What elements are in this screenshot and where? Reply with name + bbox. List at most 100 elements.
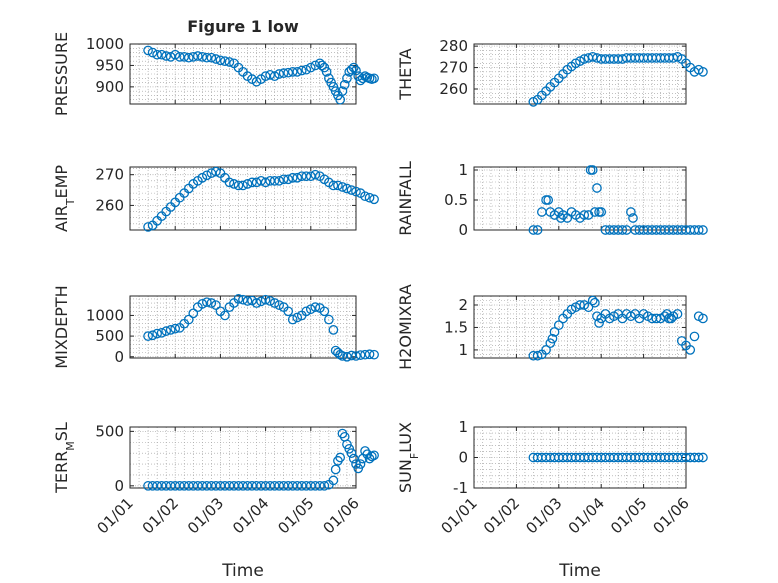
y-tick-label: -1	[453, 479, 468, 497]
data-point	[260, 294, 271, 305]
data-point	[197, 298, 208, 309]
panel-air_temp: 260 270 AIRTEMP	[52, 165, 379, 232]
data-point	[547, 333, 558, 344]
data-point	[589, 297, 600, 308]
data-point	[305, 62, 316, 73]
data-point	[283, 174, 294, 185]
data-point	[310, 60, 321, 71]
panel-sun_flux: -1 0 1 01/01 01/02 01/03 01/04 01/05 01/06 Time SU…	[396, 418, 708, 581]
data-point	[310, 302, 321, 313]
data-point	[587, 165, 598, 175]
data-point	[274, 175, 285, 186]
data-point	[532, 225, 543, 235]
data-point	[351, 351, 361, 361]
data-point	[317, 60, 327, 71]
y-axis-label: SUNFLUX	[396, 422, 421, 493]
data-point	[287, 67, 298, 77]
y-tick-label: 0	[458, 449, 468, 467]
data-point	[594, 318, 604, 328]
data-point	[596, 207, 607, 217]
data-point	[587, 295, 598, 306]
data-point	[330, 464, 341, 475]
x-tick-label: 01/04	[565, 494, 608, 537]
data-point	[269, 175, 280, 186]
data-point	[269, 298, 280, 308]
grid	[473, 44, 687, 104]
data-point	[579, 210, 590, 220]
data-point	[355, 350, 366, 360]
data-point	[265, 296, 275, 306]
data-point	[287, 314, 298, 325]
data-point	[161, 51, 172, 61]
data-point	[188, 308, 199, 319]
data-point	[170, 49, 181, 60]
data-point	[143, 331, 153, 341]
axes-frame	[129, 43, 357, 105]
data-point	[698, 313, 708, 324]
data-point	[224, 177, 235, 188]
data-point	[626, 207, 636, 217]
data-point	[305, 304, 316, 315]
data-series	[528, 165, 708, 235]
data-point	[183, 52, 194, 63]
y-tick-label: 500	[95, 422, 124, 440]
y-axis-label: TERRMSL	[52, 422, 77, 494]
data-series	[143, 166, 379, 232]
data-point	[161, 326, 172, 336]
y-tick-label: 900	[95, 78, 124, 96]
data-series	[528, 452, 708, 463]
axes-frame	[129, 426, 357, 489]
x-axis-label: Time	[558, 561, 601, 581]
data-point	[693, 225, 704, 235]
x-tick-label: 01/01	[94, 494, 137, 537]
data-point	[274, 300, 285, 310]
data-point	[215, 55, 226, 66]
data-point	[698, 452, 708, 463]
x-tick-label: 01/06	[320, 494, 363, 537]
data-point	[229, 179, 239, 189]
data-point	[543, 195, 554, 205]
panel-h2omixra: 1 1.5 2 H2OMIXRA	[396, 284, 708, 370]
data-point	[183, 314, 194, 325]
data-point	[698, 225, 708, 235]
y-tick-label: 270	[95, 166, 124, 184]
data-point	[549, 327, 560, 337]
y-tick-label: 260	[439, 80, 468, 98]
y-tick-label: 0	[458, 221, 468, 239]
data-point	[324, 314, 334, 325]
data-point	[556, 213, 566, 223]
panel-pressure: 900 950 1000 PRESSURE Figure 1 low	[52, 17, 379, 116]
data-point	[369, 349, 379, 360]
data-point	[335, 452, 346, 463]
data-point	[532, 350, 543, 361]
x-tick-label: 01/04	[229, 494, 272, 537]
data-point	[301, 64, 312, 75]
data-point	[296, 65, 307, 76]
data-point	[328, 180, 339, 191]
data-point	[147, 47, 158, 58]
data-point	[211, 300, 221, 310]
panel-rainfall: 0 0.5 1 RAINFALL	[396, 161, 708, 239]
data-point	[346, 350, 357, 361]
data-point	[628, 213, 638, 223]
data-point	[369, 194, 379, 205]
x-tick-label: 01/06	[650, 494, 693, 537]
y-axis-label: THETA	[396, 48, 415, 100]
y-tick-label: 270	[439, 59, 468, 77]
data-point	[328, 475, 339, 486]
data-point	[292, 312, 303, 323]
x-tick-label: 01/05	[607, 494, 650, 537]
data-point	[292, 67, 303, 77]
data-point	[238, 180, 248, 191]
data-point	[672, 309, 683, 319]
data-point	[201, 170, 212, 181]
data-point	[278, 68, 289, 78]
data-point	[337, 351, 348, 361]
data-point	[170, 323, 181, 334]
data-series	[528, 52, 708, 107]
y-tick-label: 1	[458, 341, 468, 359]
data-point	[346, 185, 357, 195]
x-tick-label: 01/02	[139, 494, 182, 537]
data-point	[233, 294, 244, 304]
x-axis-label: Time	[221, 561, 264, 581]
